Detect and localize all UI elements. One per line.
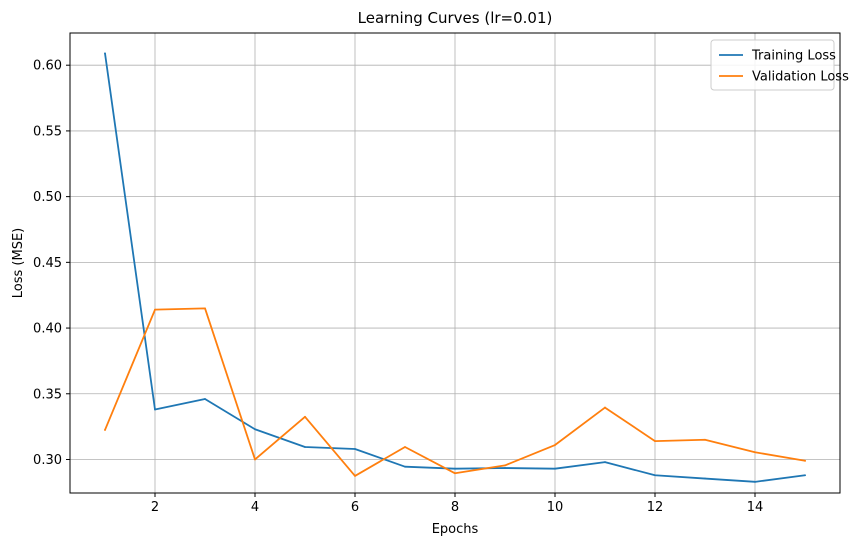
data-point-training-loss [154,408,156,411]
series-lines [104,52,806,483]
data-point-validation-loss [554,444,556,446]
data-point-validation-loss [254,458,256,461]
x-axis-ticks: 2 4 6 8 10 12 14 [151,493,763,515]
y-tick-label: 0.30 [33,453,62,468]
data-point-training-loss [104,52,106,55]
data-point-validation-loss [604,406,606,409]
data-point-training-loss [204,398,206,400]
data-point-validation-loss [654,440,656,442]
data-point-training-loss [704,477,706,480]
legend-label: Validation Loss [752,70,849,85]
data-point-training-loss [354,448,356,450]
data-point-training-loss [754,480,756,483]
data-point-training-loss [404,465,406,468]
y-tick-label: 0.35 [33,387,62,402]
data-point-validation-loss [454,472,456,475]
data-point-validation-loss [104,429,106,431]
data-point-validation-loss [304,415,306,418]
x-tick-label: 2 [151,500,159,515]
data-point-validation-loss [354,475,356,477]
data-point-validation-loss [704,438,706,441]
data-point-training-loss [454,467,456,470]
y-tick-label: 0.45 [33,256,62,271]
y-tick-label: 0.60 [33,59,62,74]
data-point-training-loss [654,474,656,477]
data-point-validation-loss [754,451,756,454]
y-tick-label: 0.50 [33,190,62,205]
y-tick-label: 0.40 [33,322,62,337]
y-axis-label: Loss (MSE) [11,228,26,298]
legend-label: Training Loss [751,49,836,64]
data-point-training-loss [804,474,806,477]
y-axis-ticks: 0.30 0.35 0.40 0.45 0.50 0.55 0.60 [33,59,70,468]
data-point-validation-loss [504,464,506,467]
legend: Training Loss Validation Loss [710,39,849,91]
x-tick-label: 4 [251,500,259,515]
data-point-training-loss [554,467,556,470]
x-tick-label: 8 [451,500,459,515]
data-point-training-loss [604,461,606,464]
data-point-training-loss [304,446,306,448]
x-axis-label: Epochs [432,522,479,537]
chart-title: Learning Curves (lr=0.01) [358,9,553,27]
x-tick-label: 10 [547,500,564,515]
data-point-training-loss [254,428,256,431]
data-point-training-loss [504,467,506,469]
data-point-validation-loss [204,307,206,310]
data-point-validation-loss [404,446,406,448]
y-tick-label: 0.55 [33,124,62,139]
x-tick-label: 12 [647,500,664,515]
data-point-validation-loss [154,308,156,311]
data-point-validation-loss [804,459,806,462]
grid [70,33,840,493]
x-tick-label: 14 [747,500,764,515]
legend-box [710,39,835,91]
x-tick-label: 6 [351,500,359,515]
